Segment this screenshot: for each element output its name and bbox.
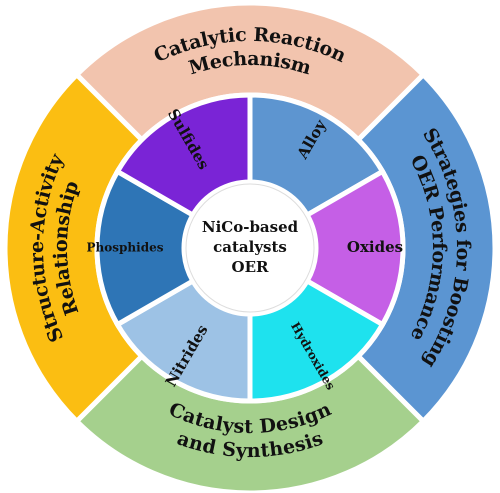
center-label-line-3: OER	[232, 258, 269, 276]
inner-label-oxides: Oxides	[347, 238, 403, 256]
center-hub-disc	[185, 183, 315, 313]
center-hub: NiCo-based catalysts OER	[182, 180, 318, 316]
center-label-line-1: NiCo-based	[202, 218, 299, 236]
inner-ring	[94, 92, 406, 404]
center-label-line-2: catalysts	[213, 238, 287, 256]
inner-label-phosphides: Phosphides	[87, 241, 164, 255]
